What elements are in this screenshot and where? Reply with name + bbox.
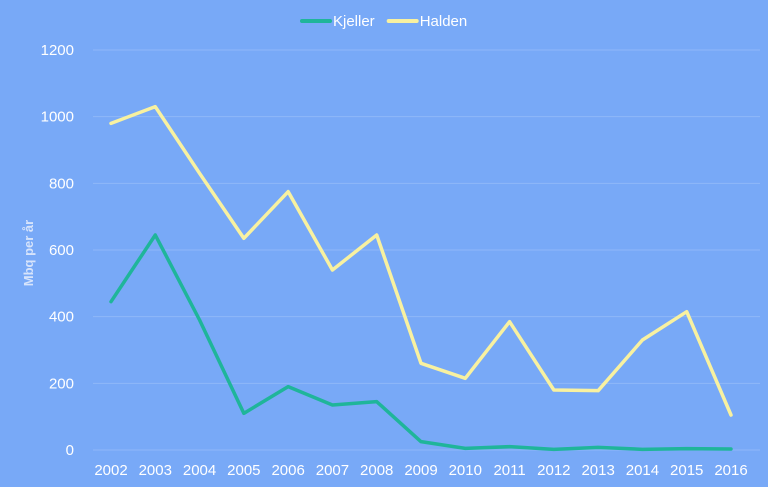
y-tick-label: 600 [49, 242, 74, 259]
x-tick-label: 2008 [360, 462, 393, 479]
legend-label: Kjeller [333, 13, 375, 30]
y-tick-label: 1000 [41, 109, 74, 126]
x-tick-label: 2003 [139, 462, 172, 479]
y-tick-label: 200 [49, 375, 74, 392]
x-tick-label: 2015 [670, 462, 703, 479]
series-line-kjeller [109, 233, 733, 452]
legend-label: Halden [420, 13, 468, 30]
x-tick-label: 2006 [271, 462, 304, 479]
x-tick-label: 2014 [626, 462, 659, 479]
x-axis-ticks: 2002 2003 2004 2005 2006 2007 2008 2009 2010 2011… [94, 462, 747, 479]
x-tick-label: 2011 [493, 462, 525, 479]
x-tick-label: 2005 [227, 462, 260, 479]
x-tick-label: 2012 [537, 462, 570, 479]
x-tick-label: 2007 [316, 462, 349, 479]
series-lines [109, 104, 733, 452]
series-line-halden [109, 104, 733, 417]
y-tick-label: 800 [49, 175, 74, 192]
x-tick-label: 2002 [94, 462, 127, 479]
x-tick-label: 2016 [714, 462, 747, 479]
y-axis-ticks: 0 200 400 600 800 1000 1200 [41, 42, 74, 459]
x-tick-label: 2004 [183, 462, 216, 479]
x-tick-label: 2010 [449, 462, 482, 479]
y-axis-label: Mbq per år [21, 220, 36, 286]
y-tick-label: 1200 [41, 42, 74, 59]
gridlines [93, 49, 760, 451]
x-tick-label: 2009 [404, 462, 437, 479]
legend: Kjeller Halden [300, 13, 468, 30]
y-tick-label: 400 [49, 309, 74, 326]
y-tick-label: 0 [66, 442, 74, 459]
x-tick-label: 2013 [581, 462, 614, 479]
